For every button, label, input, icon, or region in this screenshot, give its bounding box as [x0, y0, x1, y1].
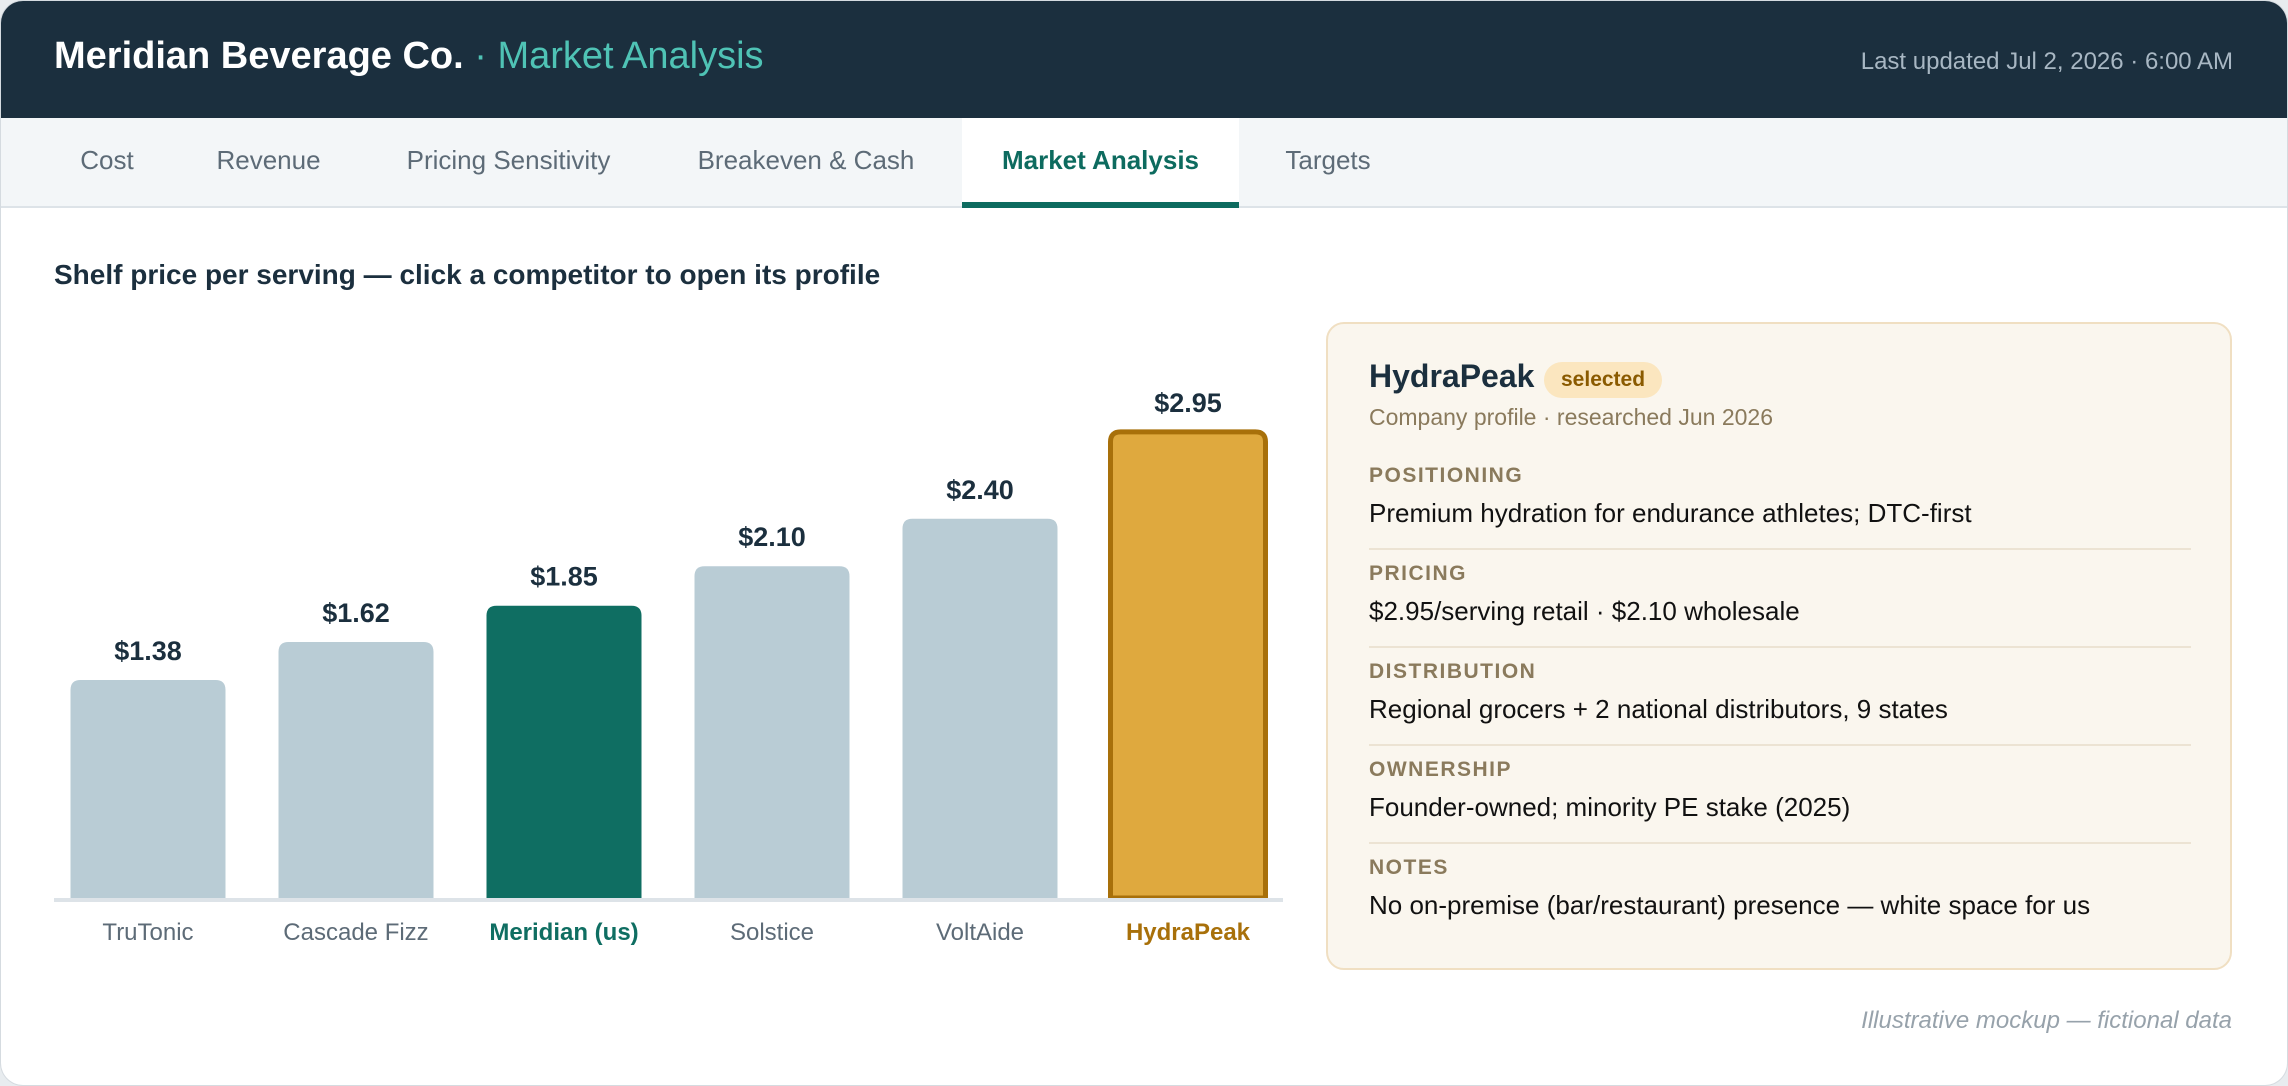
app-title: Meridian Beverage Co. · Market Analysis [54, 35, 764, 78]
category-label: Meridian (us) [489, 919, 638, 946]
profile-field-ownership: OWNERSHIP Founder-owned; minority PE sta… [1369, 746, 2191, 844]
bar-group-solstice[interactable]: $2.10 Solstice [694, 522, 850, 946]
bar-cascade-fizz[interactable] [278, 642, 434, 898]
field-value: Founder-owned; minority PE stake (2025) [1369, 792, 1851, 822]
field-label: POSITIONING [1369, 464, 1524, 487]
value-label: $1.62 [322, 598, 390, 628]
footnote: Illustrative mockup — fictional data [1861, 1007, 2232, 1034]
value-label: $2.10 [738, 522, 806, 552]
price-bar-chart: $1.38 TruTonic $1.62 Cascade Fizz $1.85 Merid… [54, 388, 1283, 946]
field-value: Regional grocers + 2 national distributo… [1369, 694, 1948, 724]
last-updated-timestamp: Last updated Jul 2, 2026 · 6:00 AM [1860, 48, 2233, 75]
profile-field-notes: NOTES No on-premise (bar/restaurant) pre… [1369, 844, 2191, 942]
bar-meridian-us[interactable] [486, 605, 642, 898]
company-name: Meridian Beverage Co. [54, 35, 464, 77]
tab-targets[interactable]: Targets [1285, 145, 1371, 175]
bar-group-meridian-us[interactable]: $1.85 Meridian (us) [486, 562, 642, 946]
category-label: Solstice [730, 919, 814, 946]
value-label: $1.85 [530, 562, 598, 592]
profile-company-name: HydraPeak [1369, 358, 1535, 394]
selected-badge: selected [1544, 362, 1663, 398]
profile-field-positioning: POSITIONING Premium hydration for endura… [1369, 452, 2191, 550]
field-label: NOTES [1369, 856, 1449, 879]
bar-group-cascade-fizz[interactable]: $1.62 Cascade Fizz [278, 598, 434, 946]
tab-market-analysis[interactable]: Market Analysis [962, 118, 1239, 208]
field-value: $2.95/serving retail · $2.10 wholesale [1369, 596, 1800, 626]
category-label: VoltAide [936, 919, 1024, 946]
tab-breakeven-cash[interactable]: Breakeven & Cash [697, 145, 915, 175]
field-label: OWNERSHIP [1369, 758, 1513, 781]
bar-group-voltaide[interactable]: $2.40 VoltAide [902, 475, 1058, 946]
profile-subtitle: Company profile · researched Jun 2026 [1369, 404, 1774, 430]
bar-voltaide[interactable] [902, 518, 1058, 898]
tab-revenue[interactable]: Revenue [216, 145, 321, 175]
category-label: Cascade Fizz [283, 919, 428, 946]
tab-pricing-sensitivity[interactable]: Pricing Sensitivity [406, 145, 611, 175]
bar-group-trutonic[interactable]: $1.38 TruTonic [70, 636, 226, 946]
profile-field-distribution: DISTRIBUTION Regional grocers + 2 nation… [1369, 648, 2191, 746]
bar-trutonic[interactable] [70, 679, 226, 898]
tab-cost[interactable]: Cost [80, 145, 134, 175]
field-value: No on-premise (bar/restaurant) presence … [1369, 890, 2091, 920]
chart-title: Shelf price per serving — click a compet… [54, 259, 881, 290]
field-label: DISTRIBUTION [1369, 660, 1537, 683]
bar-group-hydrapeak[interactable]: $2.95 HydraPeak [1108, 388, 1268, 946]
field-value: Premium hydration for endurance athletes… [1369, 498, 1972, 528]
field-label: PRICING [1369, 562, 1468, 585]
app-header: Meridian Beverage Co. · Market Analysis … [1, 1, 2287, 118]
section-name: · Market Analysis [474, 35, 764, 77]
value-label: $2.40 [946, 475, 1014, 505]
value-label: $2.95 [1154, 388, 1222, 418]
bar-hydrapeak[interactable] [1108, 429, 1268, 901]
profile-field-pricing: PRICING $2.95/serving retail · $2.10 who… [1369, 550, 2191, 648]
competitor-profile-card: HydraPeak selected Company profile · res… [1326, 322, 2232, 970]
bar-solstice[interactable] [694, 566, 850, 898]
value-label: $1.38 [114, 636, 182, 666]
category-label: TruTonic [102, 919, 193, 946]
tab-bar: Cost Revenue Pricing Sensitivity Breakev… [1, 118, 2287, 208]
category-label: HydraPeak [1126, 919, 1251, 946]
